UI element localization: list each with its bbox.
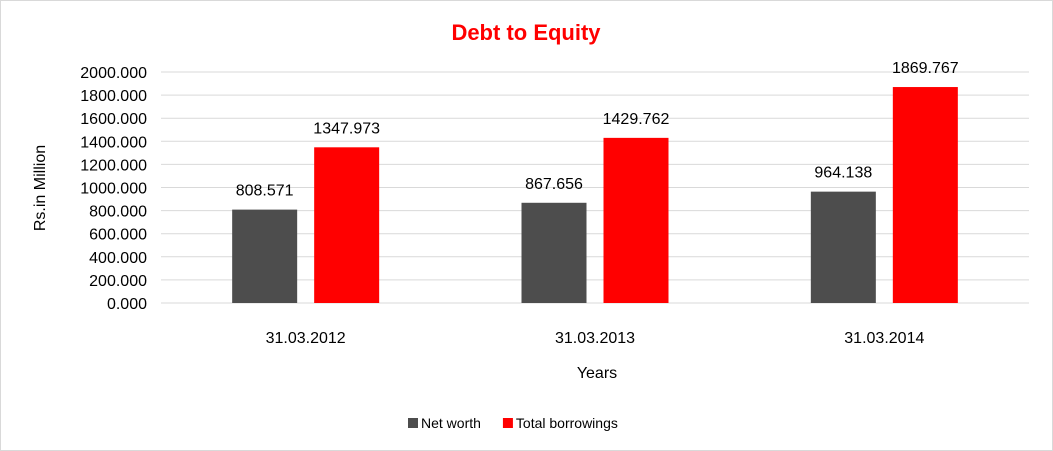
y-tick-label: 1200.000 xyxy=(80,157,147,174)
bars xyxy=(232,87,958,304)
y-axis-title: Rs.in Million xyxy=(32,145,49,231)
legend-swatch xyxy=(502,418,513,428)
y-tick-label: 200.000 xyxy=(89,273,147,290)
y-tick-label: 1400.000 xyxy=(80,134,147,151)
data-label: 867.656 xyxy=(525,176,583,193)
gridlines xyxy=(161,71,1029,304)
data-label: 964.138 xyxy=(814,165,872,182)
bar-net-worth xyxy=(521,202,587,303)
data-label: 1347.973 xyxy=(313,120,380,137)
y-tick-label: 2000.000 xyxy=(80,65,147,82)
y-tick-label: 0.000 xyxy=(107,296,147,313)
x-axis-ticks: 31.03.2012 31.03.2013 31.03.2014 xyxy=(266,330,925,347)
y-tick-label: 800.000 xyxy=(89,204,147,221)
y-tick-label: 600.000 xyxy=(89,227,147,244)
x-tick-label: 31.03.2014 xyxy=(844,330,924,347)
y-tick-label: 400.000 xyxy=(89,250,147,267)
bar-net-worth xyxy=(810,191,876,303)
data-label: 1429.762 xyxy=(603,111,670,128)
bar-total-borrowings xyxy=(314,147,380,303)
y-axis-ticks: 0.000 200.000 400.000 600.000 800.000 1000.00… xyxy=(80,65,147,313)
bar-total-borrowings xyxy=(603,137,669,303)
bar-total-borrowings xyxy=(892,87,958,304)
x-tick-label: 31.03.2012 xyxy=(266,330,346,347)
y-tick-label: 1600.000 xyxy=(80,111,147,128)
legend-swatch xyxy=(408,418,418,428)
bar-net-worth xyxy=(232,209,298,303)
x-tick-label: 31.03.2013 xyxy=(555,330,635,347)
x-axis-title: Years xyxy=(577,365,617,382)
legend: Net worth Total borrowings xyxy=(408,415,618,431)
data-labels: 808.571 1347.973 867.656 1429.762 964.138 186… xyxy=(236,60,959,200)
y-tick-label: 1800.000 xyxy=(80,88,147,105)
legend-label: Net worth xyxy=(421,415,481,431)
data-label: 808.571 xyxy=(236,183,294,200)
y-tick-label: 1000.000 xyxy=(80,181,147,198)
data-label: 1869.767 xyxy=(892,60,959,77)
chart-title: Debt to Equity xyxy=(451,20,601,45)
legend-label: Total borrowings xyxy=(516,415,618,431)
